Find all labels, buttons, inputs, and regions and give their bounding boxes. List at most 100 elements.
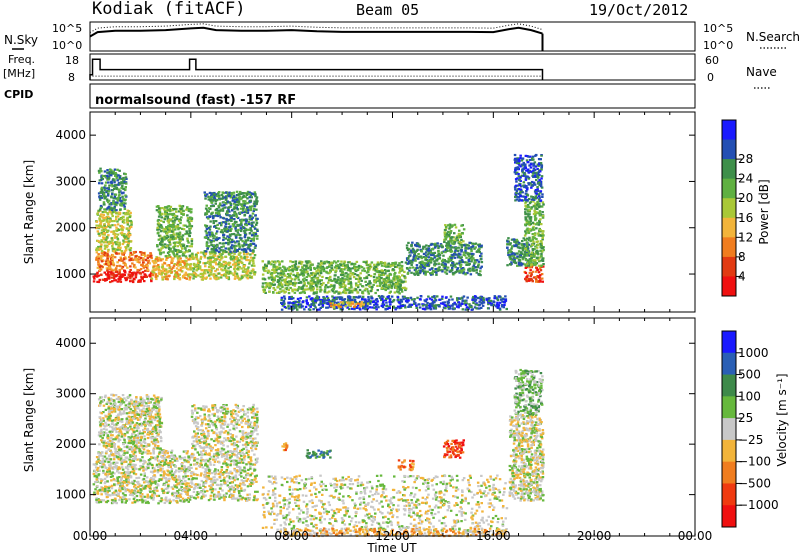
range-cell <box>113 250 116 252</box>
range-cell <box>446 250 449 252</box>
range-cell <box>306 296 309 298</box>
range-cell <box>240 277 243 279</box>
range-cell <box>506 308 509 310</box>
range-cell <box>118 218 121 220</box>
range-cell <box>397 280 400 282</box>
range-cell <box>471 299 474 301</box>
range-cell <box>204 236 207 238</box>
range-cell <box>100 205 103 207</box>
range-cell <box>364 298 367 300</box>
range-cell <box>479 296 482 298</box>
range-cell <box>519 247 522 249</box>
range-cell <box>111 220 114 222</box>
range-cell <box>463 295 466 297</box>
range-cell <box>339 282 342 284</box>
range-cell <box>324 297 327 299</box>
range-cell <box>371 286 374 288</box>
range-cell <box>323 261 326 263</box>
range-cell <box>101 187 104 189</box>
range-cell <box>541 257 544 259</box>
range-cell <box>419 270 422 272</box>
range-cell <box>390 280 393 282</box>
range-cell <box>385 308 388 310</box>
range-cell <box>120 200 123 202</box>
range-cell <box>233 268 236 270</box>
range-cell <box>206 232 209 234</box>
range-cell <box>155 278 158 280</box>
range-cell <box>367 303 370 305</box>
range-cell <box>221 269 224 271</box>
range-cell <box>119 203 122 205</box>
range-cell <box>102 279 105 281</box>
range-cell <box>185 272 188 274</box>
range-cell <box>337 276 340 278</box>
range-cell <box>113 179 116 181</box>
range-cell <box>310 287 313 289</box>
range-cell <box>539 218 542 220</box>
range-cell <box>452 272 455 274</box>
range-cell <box>140 257 143 259</box>
range-cell <box>316 291 319 293</box>
range-cell <box>236 273 239 275</box>
range-cell <box>342 291 345 293</box>
range-cell <box>455 226 458 228</box>
range-cell <box>207 247 210 249</box>
range-cell <box>130 224 133 226</box>
range-cell <box>348 267 351 269</box>
range-cell <box>385 298 388 300</box>
range-cell <box>204 265 207 267</box>
range-cell <box>249 215 252 217</box>
range-cell <box>115 194 118 196</box>
range-cell <box>246 202 249 204</box>
range-cell <box>313 292 316 294</box>
range-cell <box>121 196 124 198</box>
range-cell <box>186 245 189 247</box>
range-cell <box>105 263 108 265</box>
range-cell <box>247 209 250 211</box>
range-cell <box>412 266 415 268</box>
range-cell <box>506 241 509 243</box>
range-cell <box>243 257 246 259</box>
range-cell <box>186 232 189 234</box>
range-cell <box>226 210 229 212</box>
range-cell <box>421 261 424 263</box>
range-cell <box>407 257 410 259</box>
range-cell <box>461 246 464 248</box>
range-cell <box>104 245 107 247</box>
range-cell <box>160 259 163 261</box>
range-cell <box>182 238 185 240</box>
range-cell <box>331 267 334 269</box>
range-cell <box>330 262 333 264</box>
range-cell <box>309 266 312 268</box>
range-cell <box>181 267 184 269</box>
range-cell <box>158 273 161 275</box>
range-cell <box>232 264 235 266</box>
range-cell <box>256 222 259 224</box>
range-cell <box>368 293 371 295</box>
range-cell <box>467 253 470 255</box>
range-cell <box>206 225 209 227</box>
range-cell <box>262 274 265 276</box>
range-cell <box>100 213 103 215</box>
range-cell <box>278 261 281 263</box>
range-cell <box>416 297 419 299</box>
range-cell <box>470 273 473 275</box>
range-cell <box>182 245 185 247</box>
range-cell <box>173 265 176 267</box>
range-cell <box>448 234 451 236</box>
range-cell <box>104 217 107 219</box>
range-cell <box>106 212 109 214</box>
range-cell <box>524 213 527 215</box>
range-cell <box>431 248 434 250</box>
range-cell <box>355 266 358 268</box>
range-cell <box>161 237 164 239</box>
range-cell <box>225 247 228 249</box>
range-cell <box>299 305 302 307</box>
range-cell <box>372 284 375 286</box>
range-cell <box>534 245 537 247</box>
range-cell <box>294 292 297 294</box>
range-cell <box>123 258 126 260</box>
range-cell <box>363 268 366 270</box>
range-cell <box>120 228 123 230</box>
range-cell <box>271 279 274 281</box>
